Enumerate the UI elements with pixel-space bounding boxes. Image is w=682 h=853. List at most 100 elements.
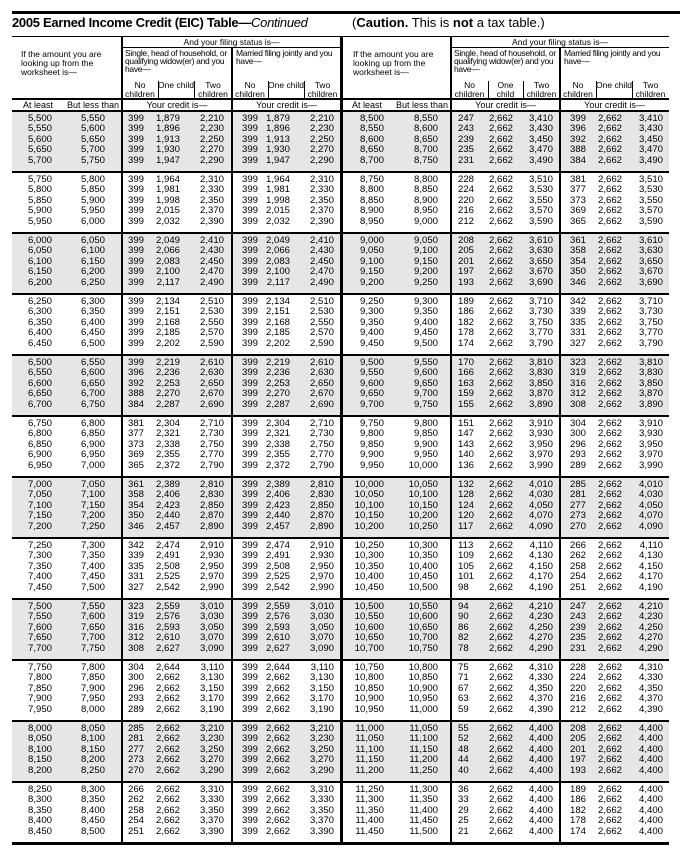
married-two-children-cell: 3,310 (309, 784, 334, 795)
married-two-children-cell: 2,870 (309, 510, 334, 522)
but-less-than-cell: 8,200 (80, 754, 105, 766)
single-no-children-cell: 235 (458, 144, 475, 156)
married-no-children-cell: 399 (242, 194, 259, 206)
but-less-than-cell: 6,050 (80, 235, 105, 246)
at-least-cell: 11,000 (355, 723, 384, 734)
single-no-children-cell: 178 (458, 327, 475, 339)
child-col-separator (488, 81, 489, 98)
at-least-cell: 7,850 (27, 682, 52, 694)
single-no-children-cell: 124 (458, 499, 475, 511)
married-one-child-cell: 1,913 (265, 133, 290, 145)
but-less-than-cell: 6,800 (80, 418, 105, 429)
married-no-children-cell: 212 (570, 703, 587, 715)
married-one-child-cell: 2,662 (597, 215, 622, 227)
at-least-cell: 8,050 (27, 733, 52, 745)
at-least-cell: 9,950 (359, 459, 384, 471)
at-least-cell: 6,650 (27, 388, 52, 400)
married-no-children-cell: 399 (242, 672, 259, 684)
but-less-than-cell: 8,150 (80, 743, 105, 755)
at-least-cell: 6,250 (27, 296, 52, 307)
single-two-children-cell: 2,810 (199, 479, 224, 490)
two-children-header: Two children (526, 80, 557, 99)
at-least-cell: 9,350 (359, 316, 384, 328)
single-one-child-cell: 2,662 (488, 804, 513, 816)
single-no-children-cell: 25 (458, 815, 469, 827)
married-two-children-cell: 3,490 (638, 154, 663, 166)
at-least-cell: 7,350 (27, 560, 52, 572)
married-two-children-cell: 3,830 (638, 367, 663, 379)
married-one-child-cell: 2,662 (597, 693, 622, 705)
married-one-child-cell: 1,981 (265, 184, 290, 196)
single-no-children-cell: 273 (128, 754, 145, 766)
single-no-children-cell: 369 (128, 449, 145, 461)
married-no-children-cell: 399 (242, 154, 259, 166)
married-two-children-cell: 3,250 (309, 743, 334, 755)
caution-note: (Caution. This is not a tax table.) (352, 15, 545, 30)
married-no-children-cell: 399 (242, 723, 259, 734)
at-least-cell: 5,500 (27, 113, 52, 124)
single-one-child-cell: 2,662 (488, 510, 513, 522)
married-two-children-cell: 4,150 (638, 560, 663, 572)
single-two-children-cell: 3,250 (199, 743, 224, 755)
married-two-children-cell: 2,290 (309, 154, 334, 166)
at-least-cell: 11,300 (355, 794, 384, 806)
but-less-than-cell: 5,700 (80, 144, 105, 156)
married-two-children-cell: 3,550 (638, 194, 663, 206)
married-no-children-cell: 220 (570, 682, 587, 694)
married-one-child-cell: 2,219 (265, 357, 290, 368)
married-two-children-cell: 2,450 (309, 255, 334, 267)
married-no-children-cell: 285 (570, 479, 587, 490)
married-one-child-cell: 2,662 (597, 540, 622, 551)
single-no-children-cell: 94 (458, 601, 469, 612)
single-two-children-cell: 2,390 (199, 215, 224, 227)
married-two-children-cell: 2,910 (309, 540, 334, 551)
single-one-child-cell: 2,662 (488, 245, 513, 257)
single-one-child-cell: 2,662 (488, 306, 513, 318)
married-two-children-cell: 2,890 (309, 520, 334, 532)
single-two-children-cell: 3,810 (528, 357, 553, 368)
single-two-children-cell: 4,400 (528, 825, 553, 837)
married-no-children-cell: 208 (570, 723, 587, 734)
married-two-children-cell: 3,190 (309, 703, 334, 715)
single-one-child-cell: 2,662 (488, 144, 513, 156)
but-less-than-cell: 6,650 (80, 377, 105, 389)
caution-bold: Caution. (356, 15, 409, 30)
single-no-children-cell: 55 (458, 723, 469, 734)
single-two-children-cell: 2,610 (199, 357, 224, 368)
at-least-cell: 7,800 (27, 672, 52, 684)
but-less-than-cell: 9,250 (413, 276, 438, 288)
no-children-header: No children (125, 80, 155, 99)
at-least-cell: 6,450 (27, 337, 52, 349)
married-no-children-cell: 399 (242, 489, 259, 501)
single-two-children-cell: 2,630 (199, 367, 224, 379)
but-less-than-cell: 9,850 (413, 428, 438, 440)
single-two-children-cell: 3,510 (528, 174, 553, 185)
married-no-children-cell: 399 (242, 743, 259, 755)
at-least-cell: 8,950 (359, 215, 384, 227)
single-two-children-cell: 3,130 (199, 672, 224, 684)
married-two-children-cell: 4,400 (638, 784, 663, 795)
single-two-children-cell: 3,830 (528, 367, 553, 379)
single-two-children-cell: 3,150 (199, 682, 224, 694)
married-one-child-cell: 2,662 (597, 642, 622, 654)
married-no-children-cell: 308 (570, 398, 587, 410)
but-less-than-cell: 10,800 (408, 662, 438, 673)
married-two-children-cell: 3,870 (638, 388, 663, 400)
married-no-children-cell: 186 (570, 794, 587, 806)
at-least-cell: 5,650 (27, 144, 52, 156)
married-two-children-cell: 3,470 (638, 144, 663, 156)
single-two-children-cell: 4,250 (528, 621, 553, 633)
married-no-children-cell: 247 (570, 601, 587, 612)
but-less-than-cell: 10,100 (408, 489, 438, 501)
married-two-children-cell: 2,990 (309, 581, 334, 593)
single-two-children-cell: 2,210 (199, 113, 224, 124)
single-two-children-cell: 2,350 (199, 194, 224, 206)
single-no-children-cell: 40 (458, 764, 469, 776)
married-one-child-cell: 2,389 (265, 479, 290, 490)
single-one-child-cell: 2,662 (488, 479, 513, 490)
but-less-than-cell: 10,600 (408, 611, 438, 623)
at-least-cell: 7,300 (27, 550, 52, 562)
at-least-cell: 9,650 (359, 388, 384, 400)
single-two-children-cell: 2,290 (199, 154, 224, 166)
at-least-cell: 10,000 (354, 479, 384, 490)
